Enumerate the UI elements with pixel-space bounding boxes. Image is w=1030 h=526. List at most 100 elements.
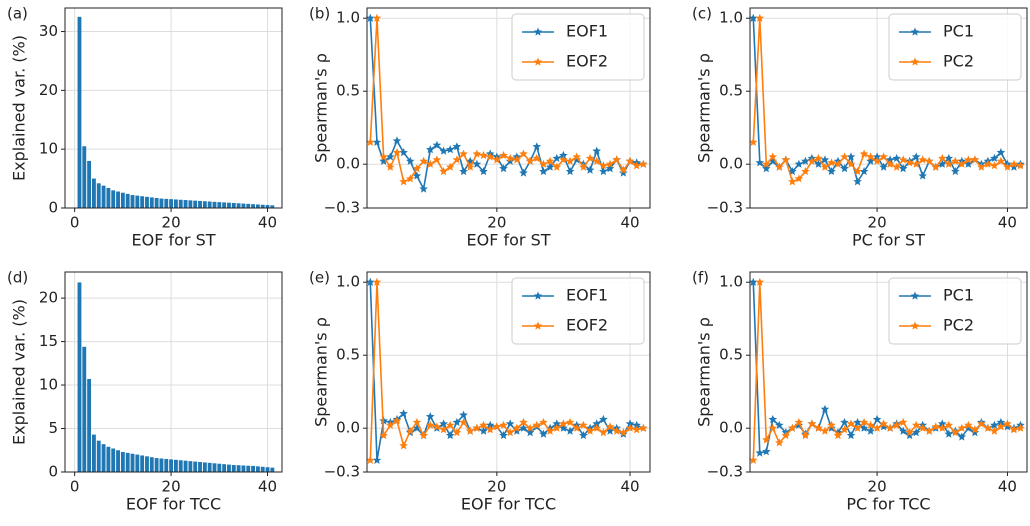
marker xyxy=(399,441,408,450)
marker xyxy=(853,423,862,432)
marker xyxy=(392,136,402,145)
marker xyxy=(794,420,804,429)
marker xyxy=(412,423,422,432)
bar xyxy=(173,459,178,472)
marker xyxy=(446,162,455,171)
marker xyxy=(479,420,488,429)
bar xyxy=(241,203,246,208)
marker xyxy=(957,432,967,441)
marker xyxy=(833,159,843,168)
y-tick-label: −0.3 xyxy=(707,463,743,481)
y-tick-label: 1.0 xyxy=(719,9,743,27)
marker xyxy=(579,420,588,429)
marker xyxy=(499,164,508,173)
panel-label: (e) xyxy=(309,269,330,287)
bar xyxy=(111,190,116,208)
marker xyxy=(599,414,608,424)
marker xyxy=(452,155,462,164)
marker xyxy=(439,419,448,428)
marker xyxy=(372,13,382,22)
bar xyxy=(101,185,106,208)
marker xyxy=(426,159,435,168)
y-tick-label: 30 xyxy=(39,22,58,40)
plot-frame xyxy=(64,271,283,473)
x-tick-label: 20 xyxy=(868,478,887,496)
y-axis-label: Explained var. (%) xyxy=(10,299,29,445)
marker xyxy=(426,412,435,421)
marker xyxy=(768,156,778,165)
y-axis-label: Explained var. (%) xyxy=(10,35,29,181)
marker xyxy=(439,425,448,434)
marker xyxy=(485,152,495,161)
marker xyxy=(866,426,875,435)
legend-marker xyxy=(533,27,543,36)
plot-frame xyxy=(749,7,1028,209)
marker xyxy=(1016,161,1025,170)
bar xyxy=(236,203,241,208)
x-tick-label: 0 xyxy=(70,478,80,496)
panel-label: (c) xyxy=(692,5,712,23)
marker xyxy=(565,156,575,165)
y-tick-label: −0.3 xyxy=(324,199,360,217)
legend-label: PC1 xyxy=(943,286,974,305)
bar xyxy=(236,465,241,472)
marker xyxy=(938,159,947,168)
marker xyxy=(372,277,382,286)
y-axis-label: Spearman's ρ xyxy=(695,317,714,427)
marker xyxy=(781,431,791,440)
bar xyxy=(207,462,212,472)
legend-label: EOF1 xyxy=(566,22,608,41)
bar xyxy=(111,448,116,472)
marker xyxy=(406,426,415,435)
marker xyxy=(788,177,797,186)
marker xyxy=(859,149,869,158)
bar xyxy=(149,197,154,208)
marker xyxy=(1016,423,1025,432)
marker xyxy=(366,455,375,464)
marker xyxy=(399,409,408,418)
marker xyxy=(840,164,849,173)
marker xyxy=(592,419,601,428)
marker xyxy=(366,137,375,146)
marker xyxy=(840,417,849,426)
marker xyxy=(432,140,442,149)
marker xyxy=(885,423,895,432)
marker xyxy=(872,423,882,432)
bar xyxy=(145,196,149,208)
marker xyxy=(879,162,888,171)
plot-frame xyxy=(64,7,283,209)
marker xyxy=(419,184,428,193)
marker xyxy=(525,156,535,165)
marker xyxy=(944,159,954,168)
y-tick-label: 0.0 xyxy=(336,155,360,173)
marker xyxy=(801,167,810,176)
x-tick-label: 0 xyxy=(70,214,80,232)
bar xyxy=(106,188,111,208)
marker xyxy=(996,148,1006,157)
marker xyxy=(794,174,804,183)
marker xyxy=(399,177,408,186)
marker xyxy=(632,420,641,429)
marker xyxy=(918,423,927,432)
marker xyxy=(879,152,888,161)
plot-frame xyxy=(366,271,651,473)
marker xyxy=(419,156,428,165)
y-tick-label: 20 xyxy=(39,81,58,99)
marker xyxy=(788,423,797,432)
legend-box xyxy=(888,277,1022,345)
marker xyxy=(840,152,849,161)
bar xyxy=(217,463,222,472)
marker xyxy=(1009,425,1019,434)
marker xyxy=(639,423,648,432)
legend-box xyxy=(511,13,645,81)
marker xyxy=(505,419,515,428)
bar xyxy=(251,204,255,208)
x-tick-label: 20 xyxy=(868,214,887,232)
y-tick-label: 10 xyxy=(39,376,58,394)
y-tick-label: 0 xyxy=(48,463,58,481)
marker xyxy=(814,159,823,168)
marker xyxy=(762,164,771,173)
marker xyxy=(519,149,528,158)
bar xyxy=(183,200,188,208)
